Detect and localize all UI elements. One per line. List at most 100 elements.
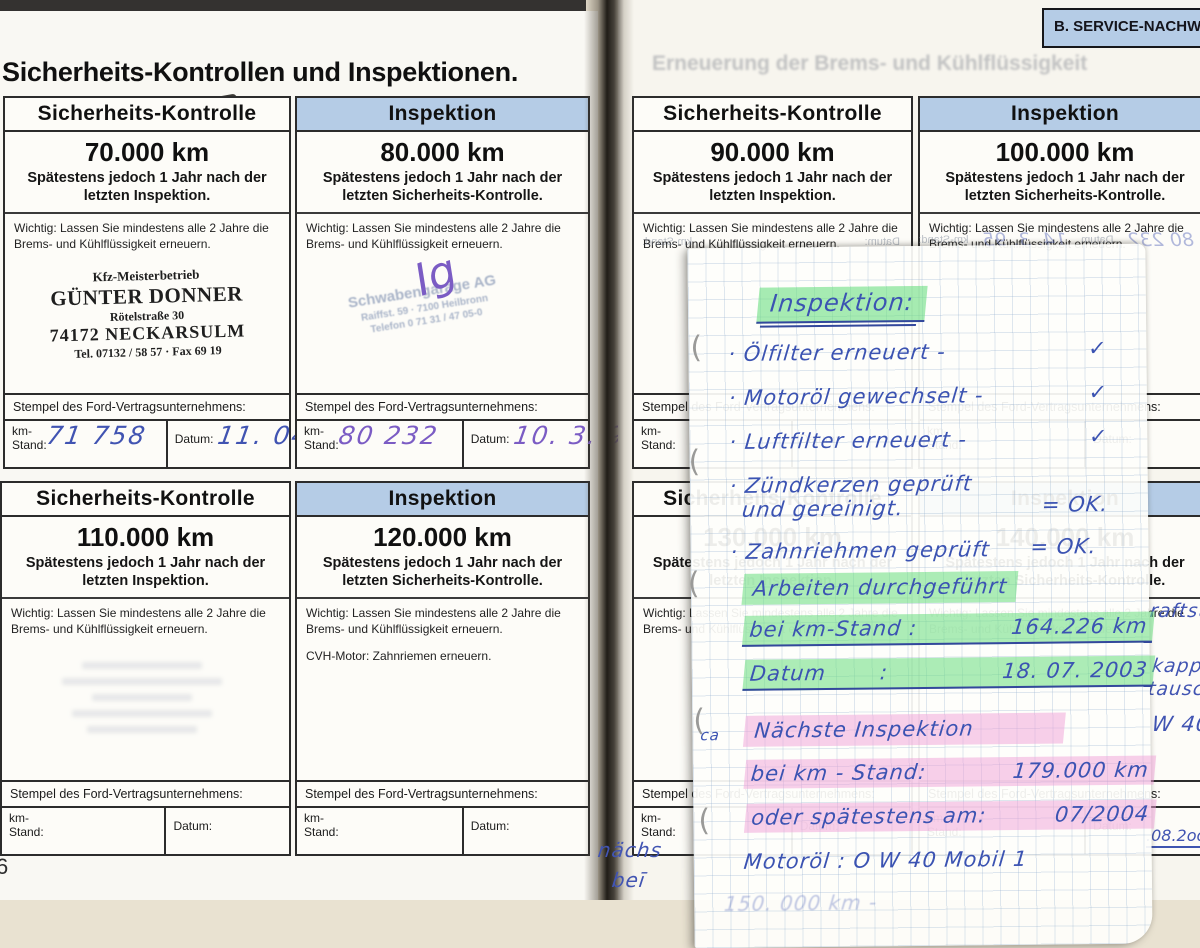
note-item: · Zündkerzen geprüft <box>728 471 974 498</box>
punch-mark: ( <box>690 330 703 366</box>
box-type-header: Inspektion <box>297 483 588 517</box>
km-stand-cell: km-Stand: <box>641 811 676 839</box>
km-stand-cell: km-Stand: <box>304 811 339 839</box>
punch-mark: ( <box>688 444 701 480</box>
divider <box>297 597 588 600</box>
stamp-area <box>297 663 588 780</box>
divider <box>5 212 289 215</box>
box-type-header: Sicherheits-Kontrolle <box>2 483 289 517</box>
stempel-label: Stempel des Ford-Vertragsunternehmens: <box>5 393 289 419</box>
page-title: Sicherheits-Kontrollen und Inspektionen. <box>2 57 519 87</box>
km-stand-cell: km-Stand: <box>641 424 676 452</box>
work-done-date-line: Datum : 18. 07. 2003 <box>742 655 1156 691</box>
km-interval: 70.000 km <box>84 137 210 167</box>
datum-cell: Datum: <box>461 808 588 854</box>
ca-abbrev: ca <box>699 726 721 745</box>
km-stand-value: 71 758 <box>44 421 149 450</box>
check-icon: ✓ <box>1088 424 1110 449</box>
wichtig-note: Wichtig: Lassen Sie mindestens alle 2 Ja… <box>11 606 266 636</box>
box-type-header: Inspektion <box>920 98 1200 132</box>
km-label: bei km-Stand : <box>748 616 919 642</box>
datum-label: Datum: <box>174 432 214 446</box>
datum-value: 18. 07. 2003 <box>1001 657 1150 684</box>
note-item: · Ölfilter erneuert - <box>727 339 947 367</box>
punch-mark: ( <box>698 803 711 839</box>
handwriting-fragment: nächs <box>596 838 664 862</box>
handwriting-fragment: tauscht. <box>1146 678 1200 700</box>
ghost-heading-bleedthrough: Erneuerung der Brems- und Kühlflüssigkei… <box>652 52 1088 75</box>
scanned-service-booklet: { "colors": { "header_blue": "#b5cce6", … <box>0 0 1200 900</box>
scan-edge-strip <box>0 0 586 11</box>
page-gutter-shadow <box>584 0 634 900</box>
km-stand-value: 80 232 <box>336 421 441 450</box>
stempel-label: Stempel des Ford-Vertragsunternehmens: <box>297 393 588 419</box>
wichtig-note: Wichtig: Lassen Sie mindestens alle 2 Ja… <box>14 221 269 251</box>
ghost-stamp-artifact <box>62 662 222 742</box>
km-interval: 100.000 km <box>995 137 1135 167</box>
box-type-header: Sicherheits-Kontrolle <box>634 98 911 132</box>
km-label: km- <box>12 424 32 438</box>
km-datum-row: km- Stand: 71 758 Datum: 11. 04. 94 <box>5 419 367 467</box>
handwritten-note-paper: ( ( ( ( ( Inspektion: · Ölfilter erneuer… <box>687 243 1157 948</box>
work-done-km-line: bei km-Stand : 164.226 km <box>741 611 1155 647</box>
divider <box>920 212 1200 215</box>
due-label: oder spätestens am: <box>750 803 988 830</box>
datum-label: Datum <box>748 660 828 686</box>
interval-note: Spätestens jedoch 1 Jahr nach der letzte… <box>25 555 266 590</box>
handwriting-fragment: raftstü <box>1148 600 1200 622</box>
interval-note: Spätestens jedoch 1 Jahr nach der letzte… <box>27 170 267 205</box>
service-box-70000km: Sicherheits-Kontrolle 70.000 km Späteste… <box>3 96 367 469</box>
note-item-line2: und gereinigt. <box>740 496 905 522</box>
punch-mark: ( <box>687 566 700 602</box>
datum-cell: Datum: <box>164 808 289 854</box>
page-number: 6 <box>0 854 9 879</box>
wichtig-note: Wichtig: Lassen Sie mindestens alle 2 Ja… <box>306 606 561 636</box>
km-datum-row: km-Stand: Datum: <box>297 806 588 854</box>
handwriting-fragment: beī <box>610 868 648 892</box>
oil-spec-line: Motoröl : O W 40 Mobil 1 <box>742 846 1029 874</box>
km-value: 179.000 km <box>1011 757 1151 784</box>
handwriting-fragment: kappe, <box>1150 655 1200 677</box>
stamp-area: Kfz-Meisterbetrieb GÜNTER DONNER Rötelst… <box>5 252 289 393</box>
datum-label: Datum: <box>470 432 510 446</box>
km-stand-cell: km-Stand: <box>9 811 44 839</box>
ok-mark: = OK. <box>1029 534 1098 559</box>
note-item: · Zahnriehmen geprüft <box>729 537 992 564</box>
stamp-area: Schwabengarage AG Raiffst. 59 · 7100 Hei… <box>297 245 588 393</box>
box-type-header: Sicherheits-Kontrolle <box>5 98 289 132</box>
note-item: · Luftfilter erneuert - <box>728 427 969 455</box>
note-item: · Motoröl gewechselt - <box>727 383 985 411</box>
km-label: bei km - Stand: <box>749 759 928 786</box>
interval-note: Spätestens jedoch 1 Jahr nach der letzte… <box>322 555 563 590</box>
next-inspection-km-line: bei km - Stand: 179.000 km <box>743 755 1157 789</box>
datum-cell: Datum: 11. 04. 94 <box>165 421 367 467</box>
service-box-120000km: Inspektion 120.000 km Spätestens jedoch … <box>295 481 590 856</box>
due-value: 07/2004 <box>1053 801 1151 827</box>
service-box-110000km: Sicherheits-Kontrolle 110.000 km Spätest… <box>0 481 291 856</box>
km-interval: 80.000 km <box>380 137 505 167</box>
stempel-label: Stempel des Ford-Vertragsunternehmens: <box>297 780 588 806</box>
km-datum-row: km- Stand: 80 232 Datum: 10. 3. 95 <box>297 419 645 467</box>
work-done-title: Arbeiten durchgeführt <box>741 570 1019 605</box>
stempel-label: Stempel des Ford-Vertragsunternehmens: <box>2 780 289 806</box>
km-stand-cell: km- Stand: 71 758 <box>12 421 149 452</box>
divider <box>2 597 289 600</box>
stamp-area <box>2 637 289 780</box>
interval-note: Spätestens jedoch 1 Jahr nach der letzte… <box>322 170 563 205</box>
km-interval: 110.000 km <box>76 522 215 552</box>
next-inspection-title: Nächste Inspektion <box>742 712 1066 747</box>
box-type-header: Inspektion <box>297 98 588 132</box>
booklet-page-left: Sicherheits-Kontrollen und Inspektionen.… <box>0 11 645 900</box>
ok-mark: = OK. <box>1040 492 1110 517</box>
km-value: 164.226 km <box>1010 613 1149 640</box>
cvh-note: CVH-Motor: Zahnriemen erneuern. <box>306 649 492 664</box>
section-badge: B. SERVICE-NACHWEIS <box>1042 8 1200 48</box>
check-icon: ✓ <box>1087 380 1109 405</box>
handwriting-fragment: .08.2oo <box>1146 826 1200 848</box>
dealer-stamp: Kfz-Meisterbetrieb GÜNTER DONNER Rötelst… <box>49 267 246 362</box>
handwriting-fragment: W 40. <box>1150 712 1200 736</box>
km-datum-row: km-Stand: Datum: <box>2 806 289 854</box>
km-stand-cell: km- Stand: 80 232 <box>304 421 441 452</box>
datum-cell: Datum: 10. 3. 95 <box>461 421 645 467</box>
note-heading: Inspektion: <box>756 285 928 324</box>
